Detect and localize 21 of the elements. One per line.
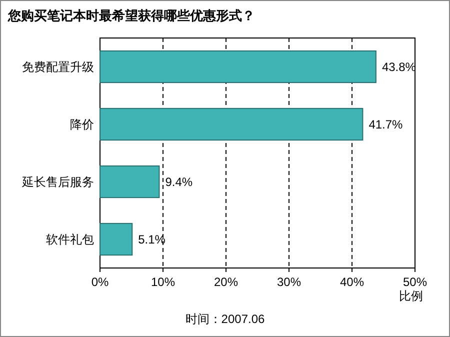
x-tick-label: 0%	[91, 275, 109, 289]
bar	[100, 108, 364, 141]
y-tick-label: 降价	[70, 117, 94, 132]
x-tick-label: 50%	[402, 275, 428, 289]
text: 时间：2007.06	[185, 312, 266, 326]
data-label: 5.1%	[138, 232, 166, 246]
x-tick-label: 20%	[214, 275, 238, 289]
x-axis-title: 比例	[399, 289, 423, 303]
x-tick-label: 10%	[150, 275, 176, 289]
data-label: 43.8%	[382, 60, 416, 74]
data-label: 9.4%	[165, 174, 193, 189]
x-tick-label: 30%	[276, 275, 302, 289]
bar	[100, 50, 376, 84]
y-tick-label: 免费配置升级	[22, 60, 94, 74]
bar	[100, 222, 133, 256]
y-tick-label: 软件礼包	[46, 232, 94, 246]
x-tick-label: 40%	[340, 275, 364, 289]
data-label: 41.7%	[368, 117, 404, 132]
chart-title: 您购买笔记本时最希望获得哪些优惠形式？	[7, 8, 255, 23]
y-tick-label: 延长售后服务	[21, 174, 94, 189]
bar	[100, 165, 160, 198]
